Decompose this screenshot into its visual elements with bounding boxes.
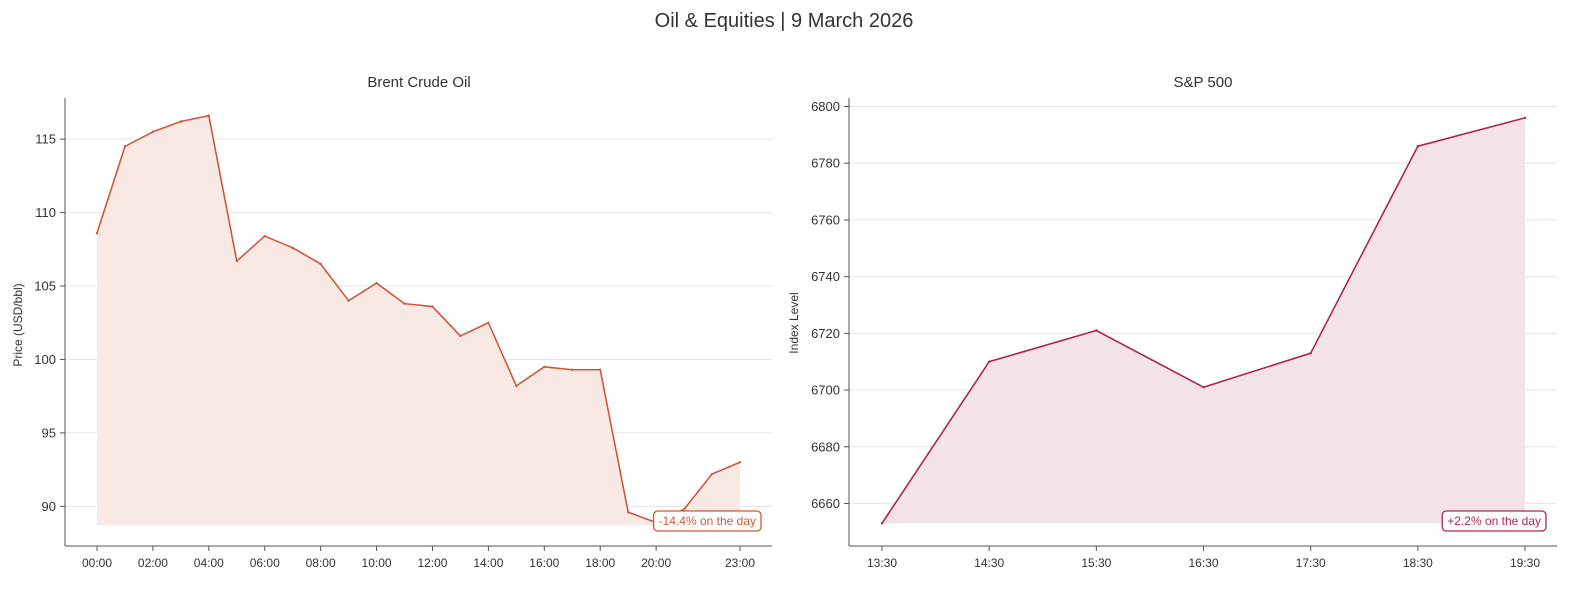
sp500-y-tick-label: 6700 — [811, 383, 840, 398]
sp500-y-tick-label: 6780 — [811, 156, 840, 171]
brent-data-point — [710, 472, 714, 476]
brent-x-tick-label: 18:00 — [585, 556, 615, 570]
brent-x-tick-label: 20:00 — [641, 556, 671, 570]
sp500-x-tick-label: 17:30 — [1296, 556, 1326, 570]
brent-change-badge-text: -14.4% on the day — [659, 514, 756, 528]
brent-chart-title: Brent Crude Oil — [367, 74, 470, 91]
brent-data-point — [515, 384, 518, 388]
brent-data-point — [235, 259, 238, 263]
brent-y-tick-label: 95 — [42, 425, 56, 440]
sp500-data-point — [987, 360, 991, 363]
sp500-y-tick-label: 6760 — [811, 212, 840, 227]
sp500-change-badge-text: +2.2% on the day — [1447, 514, 1541, 528]
sp500-y-tick-label: 6800 — [811, 99, 840, 114]
sp500-data-point — [1416, 145, 1420, 148]
sp500-data-point — [1309, 351, 1312, 355]
sp500-change-badge: +2.2% on the day — [1441, 510, 1547, 532]
sp500-change-badge-box — [1441, 510, 1547, 532]
brent-x-tick-label: 14:00 — [473, 556, 503, 570]
sp500-chart-panel: S&P 500 Index Level 6660 6680 6700 6720 6740… — [787, 74, 1557, 570]
sp500-data-point — [1202, 386, 1205, 389]
brent-data-point — [207, 114, 211, 117]
brent-x-tick-label: 08:00 — [306, 556, 336, 570]
brent-data-point — [459, 334, 462, 338]
brent-data-point — [571, 368, 574, 371]
brent-data-point — [738, 461, 742, 464]
brent-data-point — [263, 234, 266, 238]
brent-x-tick-label: 02:00 — [138, 556, 168, 570]
brent-x-tick-label: 10:00 — [362, 556, 392, 570]
sp500-data-point — [1095, 329, 1098, 332]
brent-change-badge-box — [652, 510, 762, 532]
sp500-x-tick-label: 14:30 — [974, 556, 1004, 570]
brent-data-point — [291, 246, 294, 250]
brent-x-tick-label: 23:00 — [725, 556, 755, 570]
brent-x-tick-label: 06:00 — [250, 556, 280, 570]
sp500-x-tick-label: 13:30 — [867, 556, 897, 570]
brent-y-tick-label: 105 — [34, 279, 56, 294]
sp500-x-tick-label: 15:30 — [1081, 556, 1111, 570]
brent-y-tick-label: 100 — [34, 352, 56, 367]
brent-x-tick-label: 16:00 — [529, 556, 559, 570]
brent-y-tick-label: 110 — [35, 205, 56, 220]
brent-data-point — [151, 130, 155, 133]
brent-data-point — [543, 365, 546, 368]
brent-data-point — [375, 281, 378, 285]
brent-data-point — [682, 508, 686, 511]
brent-data-point — [599, 368, 602, 371]
sp500-data-point — [880, 522, 884, 525]
brent-data-point — [487, 321, 490, 324]
brent-x-tick-label: 12:00 — [417, 556, 447, 570]
brent-data-point — [347, 299, 350, 302]
brent-data-point — [431, 305, 434, 308]
figure-title: Oil & Equities | 9 March 2026 — [655, 10, 914, 32]
brent-x-tick-label: 00:00 — [82, 556, 112, 570]
sp500-y-tick-label: 6720 — [811, 326, 840, 341]
brent-data-point — [95, 231, 99, 235]
brent-data-point — [179, 120, 183, 123]
brent-data-point — [403, 302, 406, 305]
sp500-x-tick-label: 19:30 — [1510, 556, 1540, 570]
sp500-chart-title: S&P 500 — [1174, 74, 1233, 91]
brent-y-tick-label: 90 — [42, 499, 56, 514]
brent-data-point — [626, 511, 630, 514]
brent-series-line — [96, 114, 741, 524]
brent-chart-panel: Brent Crude Oil Price (USD/bbl) 90 95 100 1… — [11, 74, 772, 570]
sp500-y-tick-label: 6680 — [811, 439, 840, 454]
sp500-x-tick-label: 16:30 — [1188, 556, 1218, 570]
sp500-y-tick-label: 6660 — [811, 496, 840, 511]
sp500-y-axis-label: Index Level — [787, 292, 801, 353]
sp500-area-fill — [882, 117, 1525, 524]
brent-x-tick-label: 04:00 — [194, 556, 224, 570]
brent-data-point — [123, 145, 127, 148]
sp500-x-tick-label: 18:30 — [1403, 556, 1433, 570]
brent-data-point — [319, 262, 322, 266]
brent-y-tick-label: 115 — [35, 132, 56, 147]
brent-change-badge: -14.4% on the day — [652, 510, 762, 532]
sp500-data-point — [1523, 116, 1527, 120]
brent-area-fill — [97, 115, 740, 526]
brent-y-axis-label: Price (USD/bbl) — [11, 283, 25, 366]
sp500-y-tick-label: 6740 — [811, 269, 840, 284]
